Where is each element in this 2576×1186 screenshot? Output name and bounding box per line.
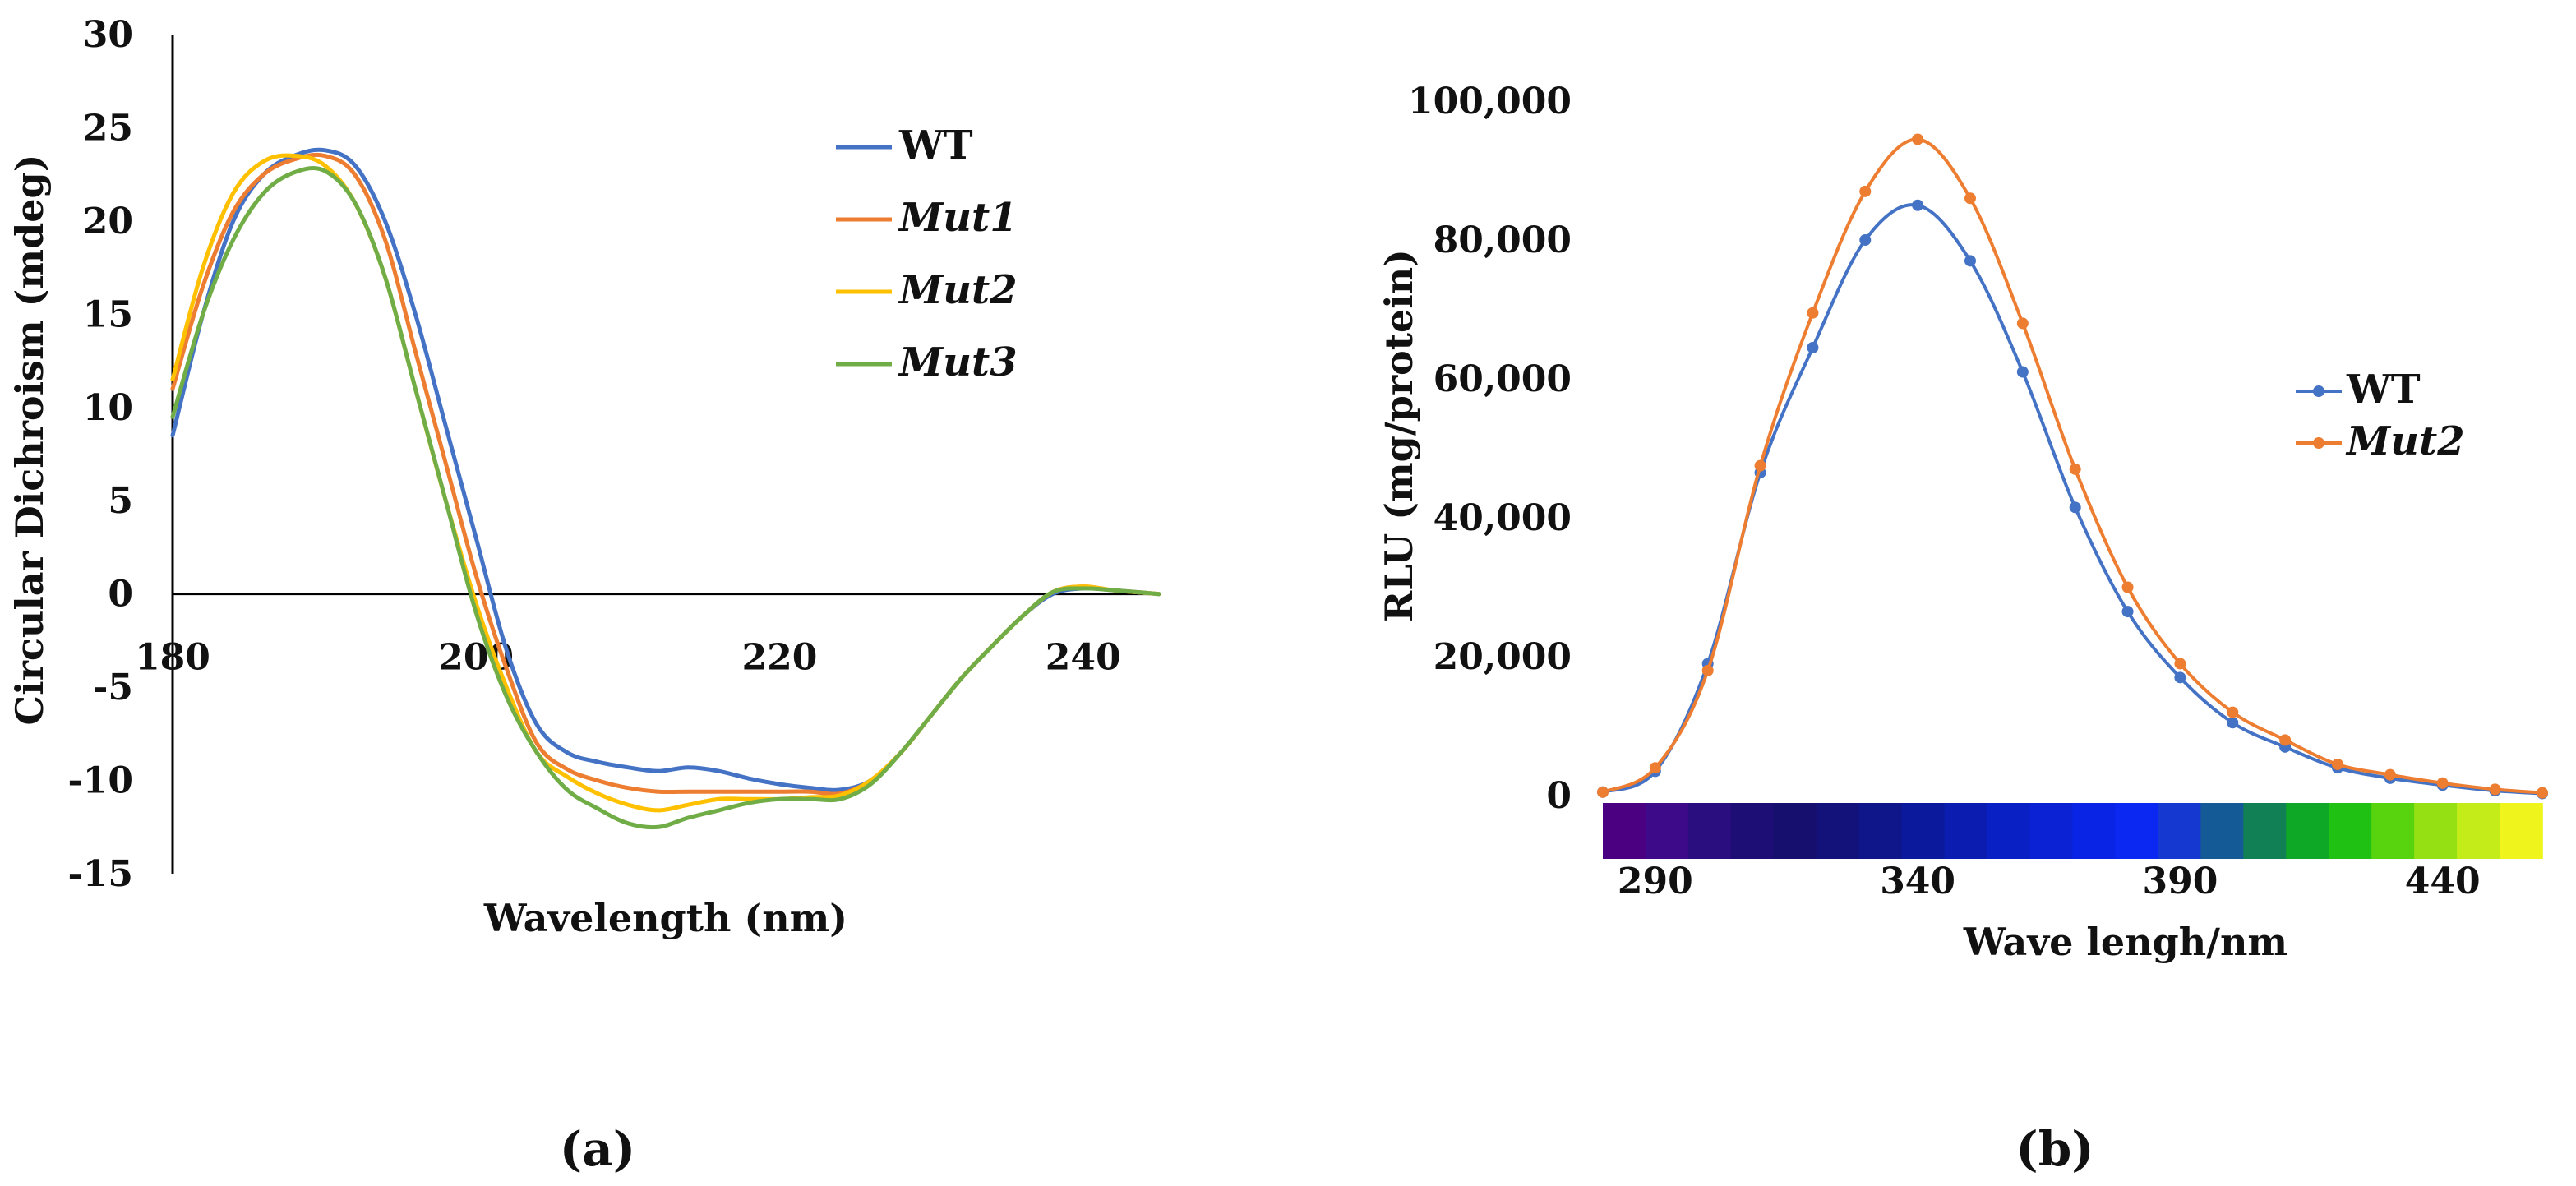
data-point-mut2 — [2069, 463, 2081, 475]
y-tick-label-a: 10 — [83, 387, 133, 429]
spectrum-band — [1944, 803, 1988, 859]
spectrum-band — [1901, 803, 1946, 859]
data-point-mut2 — [1912, 133, 1924, 145]
x-tick-label-b: 390 — [2142, 861, 2218, 902]
y-tick-label-b: 40,000 — [1433, 497, 1572, 539]
spectrum-band — [1603, 803, 1646, 859]
legend-marker-b — [2313, 437, 2324, 449]
spectrum-band — [2115, 803, 2159, 859]
y-tick-label-a: -10 — [68, 760, 134, 802]
chart-panel-a: Circular Dichroism (mdeg) Wavelength (nm… — [7, 14, 1161, 1177]
data-point-wt — [1912, 199, 1924, 211]
data-point-mut2 — [1964, 192, 1976, 205]
data-point-mut2 — [2489, 783, 2501, 796]
spectrum-band — [2158, 803, 2202, 859]
y-tick-label-b: 80,000 — [1433, 219, 1572, 261]
data-point-mut2 — [2174, 658, 2186, 670]
data-point-mut2 — [2121, 581, 2134, 593]
series-line-b-mut2 — [1602, 137, 2543, 795]
spectrum-band — [1987, 803, 2031, 859]
y-tick-label-b: 0 — [1546, 775, 1572, 817]
legend-label-a: Mut2 — [898, 267, 1018, 313]
data-point-mut2 — [2016, 317, 2029, 330]
spectrum-band — [1730, 803, 1775, 859]
spectrum-band — [1645, 803, 1689, 859]
data-point-mut2 — [1649, 762, 1661, 774]
spectrum-band — [2457, 803, 2500, 859]
spectrum-band — [2329, 803, 2372, 859]
y-tick-label-b: 60,000 — [1433, 358, 1572, 400]
x-tick-label-a: 240 — [1046, 637, 1121, 679]
x-axis-title-a: Wavelength (nm) — [483, 896, 847, 940]
data-point-wt — [1859, 234, 1872, 246]
y-tick-label-a: -5 — [93, 667, 133, 708]
spectrum-band — [2243, 803, 2287, 859]
spectrum-band — [2414, 803, 2458, 859]
spectrum-band — [2029, 803, 2074, 859]
spectrum-band — [2200, 803, 2245, 859]
series-line-mut1 — [170, 152, 1161, 796]
x-tick-label-b: 340 — [1880, 861, 1955, 902]
legend-marker-b — [2313, 385, 2324, 397]
x-tick-label-a: 220 — [742, 637, 818, 679]
data-point-wt — [2121, 606, 2134, 618]
y-tick-label-a: 5 — [108, 480, 133, 522]
legend-label-a: Mut3 — [898, 339, 1018, 385]
data-point-mut2 — [2227, 706, 2239, 718]
y-axis-title-b: RLU (mg/protein) — [1377, 249, 1421, 622]
y-tick-label-b: 100,000 — [1408, 81, 1572, 122]
y-axis-title-a: Circular Dichroism (mdeg) — [7, 155, 52, 726]
x-axis-title-b: Wave lengh/nm — [1963, 920, 2287, 964]
y-tick-label-a: 0 — [108, 574, 133, 616]
data-point-mut2 — [2279, 734, 2292, 746]
series-line-wt — [170, 147, 1161, 792]
series-line-b-wt — [1602, 203, 2543, 796]
x-tick-label-b: 440 — [2405, 861, 2481, 902]
spectrum-band — [2072, 803, 2117, 859]
y-tick-label-a: 30 — [83, 14, 133, 56]
panel-label-b: (b) — [2015, 1121, 2094, 1177]
series-line-mut2 — [170, 153, 1161, 813]
spectrum-band — [2286, 803, 2330, 859]
data-point-wt — [1807, 341, 1819, 353]
data-point-mut2 — [1859, 185, 1872, 197]
legend-label-b: WT — [2346, 367, 2421, 413]
legend-label-a: Mut1 — [898, 195, 1018, 241]
y-tick-label-a: 20 — [83, 201, 133, 242]
data-point-wt — [2016, 366, 2029, 378]
x-tick-label-b: 290 — [1618, 861, 1693, 902]
data-point-mut2 — [1597, 786, 1609, 798]
spectrum-band — [2371, 803, 2415, 859]
data-point-mut2 — [1754, 459, 1766, 472]
spectrum-band — [1687, 803, 1732, 859]
data-point-wt — [2069, 501, 2081, 514]
y-tick-label-a: -15 — [68, 853, 134, 895]
data-point-mut2 — [2436, 777, 2449, 789]
y-tick-label-a: 15 — [83, 293, 133, 335]
spectrum-band — [2500, 803, 2543, 859]
data-point-wt — [2227, 717, 2239, 729]
y-tick-label-a: 25 — [83, 107, 133, 149]
x-tick-label-a: 180 — [135, 637, 210, 679]
data-point-mut2 — [2537, 787, 2548, 799]
legend-label-a: WT — [898, 122, 973, 168]
data-point-mut2 — [1701, 664, 1714, 676]
chart-panel-b: RLU (mg/protein) Wave lengh/nm (b) 100,0… — [1377, 81, 2548, 1177]
data-point-mut2 — [2384, 768, 2396, 781]
panel-label-a: (a) — [560, 1121, 635, 1177]
legend-label-b: Mut2 — [2345, 418, 2465, 464]
spectrum-band — [1773, 803, 1817, 859]
data-point-mut2 — [2331, 758, 2343, 770]
data-point-wt — [1964, 255, 1976, 267]
spectrum-band — [1858, 803, 1903, 859]
y-tick-label-b: 20,000 — [1433, 636, 1572, 678]
data-point-mut2 — [1807, 307, 1819, 319]
series-line-mut3 — [170, 166, 1161, 830]
spectrum-band — [1816, 803, 1860, 859]
data-point-wt — [2174, 671, 2186, 684]
